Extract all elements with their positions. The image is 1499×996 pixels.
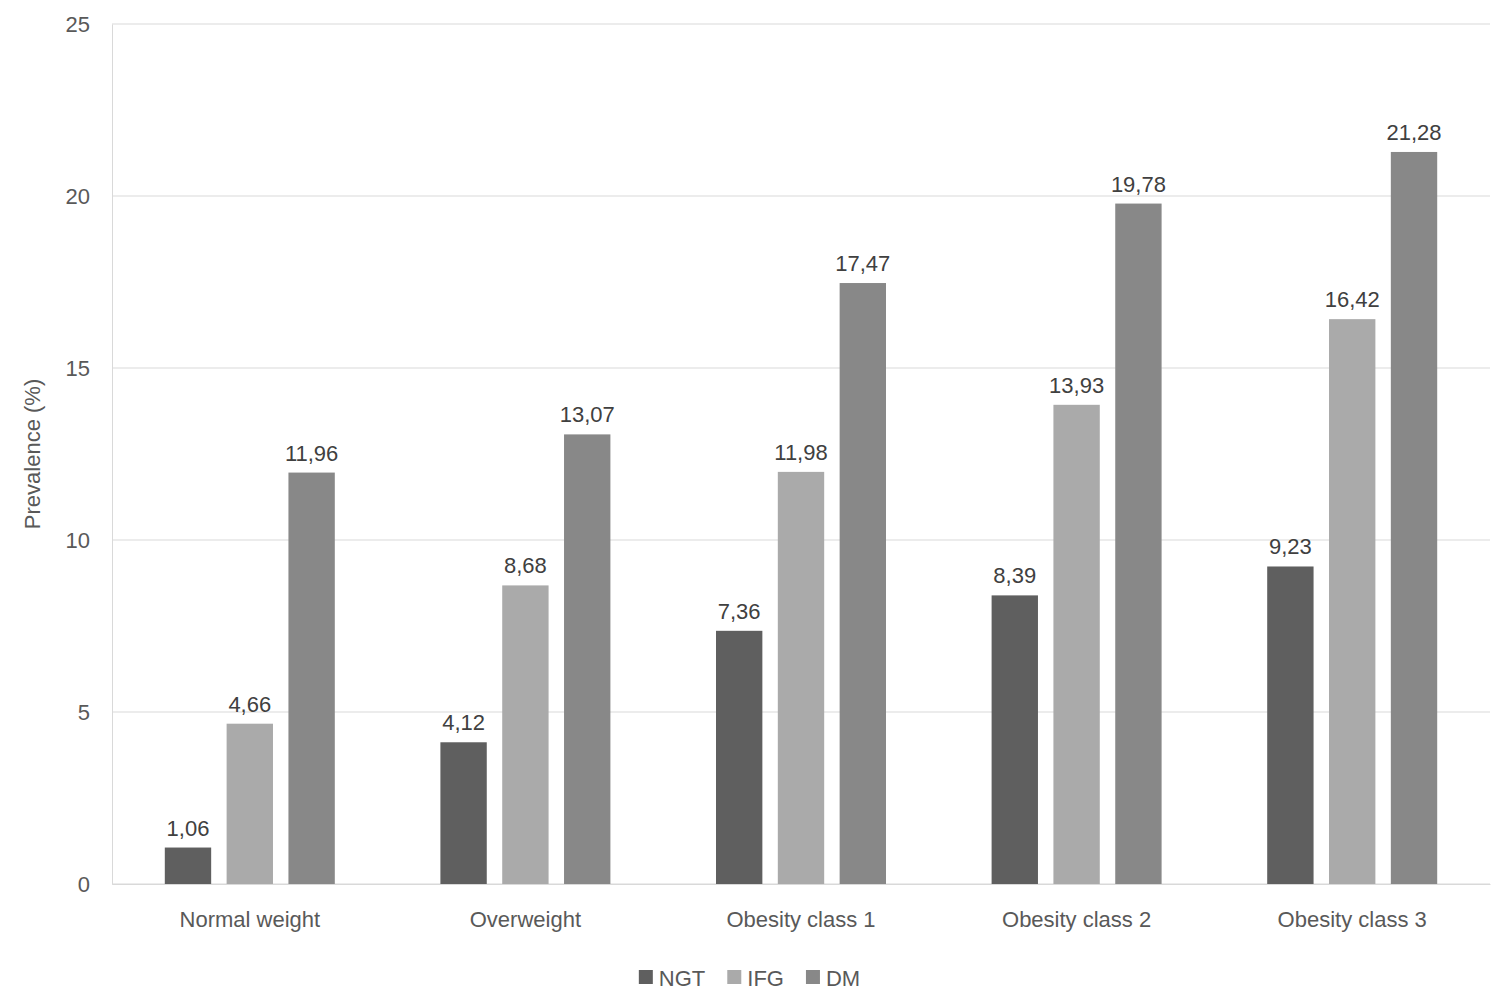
grid bbox=[112, 24, 1490, 884]
x-axis-line bbox=[113, 884, 1491, 885]
legend-swatch bbox=[727, 970, 741, 984]
legend-item: IFG bbox=[727, 966, 784, 991]
y-tick-label: 25 bbox=[66, 12, 90, 37]
bar bbox=[502, 585, 548, 884]
bar bbox=[288, 473, 334, 884]
bars bbox=[165, 152, 1437, 884]
y-tick: 5 bbox=[78, 700, 112, 725]
y-tick-label: 15 bbox=[66, 356, 90, 381]
data-label: 1,06 bbox=[167, 816, 210, 841]
data-label: 4,12 bbox=[442, 710, 485, 735]
bar bbox=[227, 724, 273, 884]
bar bbox=[1329, 319, 1375, 884]
data-label: 17,47 bbox=[835, 251, 890, 276]
y-tick: 25 bbox=[66, 12, 112, 37]
bar bbox=[564, 434, 610, 884]
bar bbox=[992, 595, 1038, 884]
y-tick: 15 bbox=[66, 356, 112, 381]
data-label: 13,07 bbox=[560, 402, 615, 427]
data-label: 9,23 bbox=[1269, 534, 1312, 559]
data-labels: 1,06 4,12 7,36 8,39 9,23 4,66 8,68 11,98 13,93 16… bbox=[167, 120, 1442, 841]
data-label: 16,42 bbox=[1325, 287, 1380, 312]
bar bbox=[716, 631, 762, 884]
chart: 1,06 4,12 7,36 8,39 9,23 4,66 8,68 11,98 13,93 16… bbox=[0, 0, 1499, 996]
data-label: 11,96 bbox=[285, 441, 338, 466]
bar bbox=[1267, 566, 1313, 884]
data-label: 19,78 bbox=[1111, 172, 1166, 197]
bar bbox=[1053, 405, 1099, 884]
y-axis-line bbox=[112, 25, 113, 885]
bar bbox=[840, 283, 886, 884]
x-tick: Overweight bbox=[470, 884, 581, 932]
bar bbox=[165, 848, 211, 884]
y-tick-label: 20 bbox=[66, 184, 90, 209]
y-tick: 20 bbox=[66, 184, 112, 209]
legend-item: DM bbox=[806, 966, 860, 991]
bar bbox=[778, 472, 824, 884]
x-tick-label: Obesity class 1 bbox=[726, 907, 875, 932]
grid-line bbox=[112, 196, 1490, 197]
x-tick-label: Overweight bbox=[470, 907, 581, 932]
y-axis: 0 5 10 15 20 25 bbox=[66, 12, 113, 897]
legend: NGT IFG DM bbox=[639, 966, 860, 991]
x-tick-label: Obesity class 2 bbox=[1002, 907, 1151, 932]
x-tick: Obesity class 2 bbox=[1002, 884, 1151, 932]
x-tick: Normal weight bbox=[179, 884, 320, 932]
grid-line bbox=[112, 24, 1490, 25]
data-label: 8,39 bbox=[993, 563, 1036, 588]
legend-label: NGT bbox=[659, 966, 705, 991]
x-tick: Obesity class 1 bbox=[726, 884, 875, 932]
data-label: 8,68 bbox=[504, 553, 547, 578]
y-tick-label: 0 bbox=[78, 872, 90, 897]
data-label: 13,93 bbox=[1049, 373, 1104, 398]
legend-label: IFG bbox=[747, 966, 784, 991]
legend-swatch bbox=[639, 970, 653, 984]
bar bbox=[440, 742, 486, 884]
y-tick-label: 5 bbox=[78, 700, 90, 725]
data-label: 4,66 bbox=[228, 692, 271, 717]
legend-label: DM bbox=[826, 966, 860, 991]
y-tick: 10 bbox=[66, 528, 112, 553]
y-tick-label: 10 bbox=[66, 528, 90, 553]
x-tick-label: Normal weight bbox=[179, 907, 320, 932]
y-tick: 0 bbox=[78, 872, 112, 897]
bar bbox=[1115, 204, 1161, 884]
x-tick: Obesity class 3 bbox=[1278, 884, 1427, 932]
legend-item: NGT bbox=[639, 966, 705, 991]
data-label: 21,28 bbox=[1386, 120, 1441, 145]
y-axis-title: Prevalence (%) bbox=[20, 379, 45, 529]
x-axis: Normal weight Overweight Obesity class 1 Ob… bbox=[113, 884, 1491, 932]
grid-line bbox=[112, 368, 1490, 369]
data-label: 7,36 bbox=[718, 599, 761, 624]
x-tick-label: Obesity class 3 bbox=[1278, 907, 1427, 932]
bar bbox=[1391, 152, 1437, 884]
data-label: 11,98 bbox=[774, 440, 827, 465]
legend-swatch bbox=[806, 970, 820, 984]
